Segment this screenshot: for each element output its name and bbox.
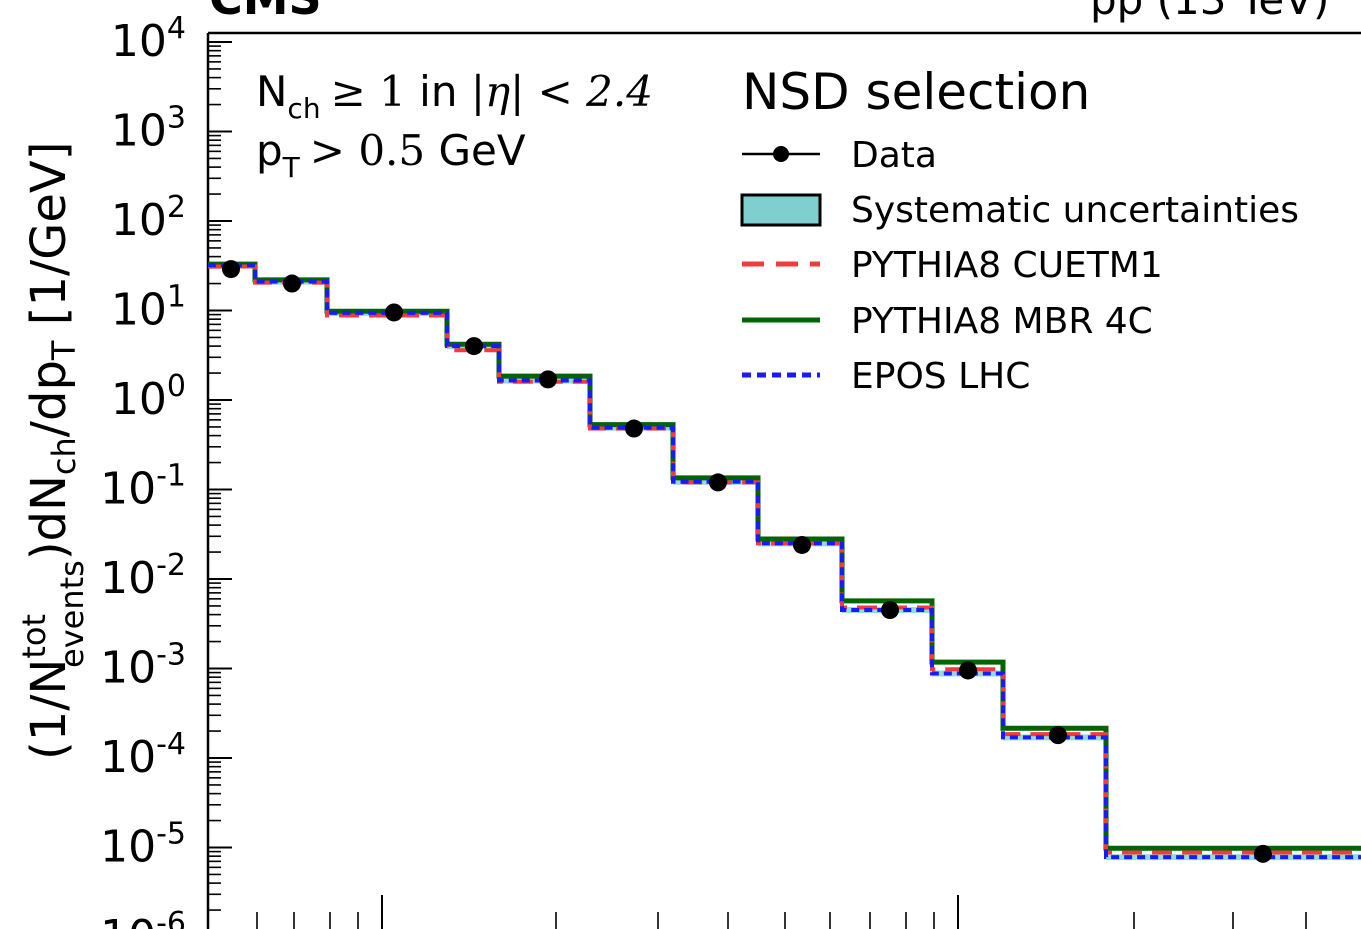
legend-label-data: Data [851,135,937,176]
y-tick-base: 10 [100,643,156,694]
y-tick-base: 10 [100,732,156,783]
data-point [793,535,811,554]
legend-label-mbr4c: PYTHIA8 MBR 4C [851,301,1153,342]
plot-area [208,260,1361,863]
y-tick-exp: 4 [167,11,186,46]
data-point [385,303,403,322]
svg-text:Nch≥ 1 in |η| < 2.4: Nch ≥ 1 in |η| < 2.4 [256,67,653,125]
axes [206,31,1361,929]
series-epos-lhc [208,263,1361,860]
y-tick-exp: -4 [156,727,186,762]
y-tick-base: 10 [111,374,167,425]
data-point [283,274,301,293]
y-tick-exp: -3 [156,638,186,673]
data-point [709,473,727,492]
series-pythia8-mbr-4c [208,261,1361,851]
y-tick-label: 100 [111,369,186,425]
data-point [881,601,899,620]
data-point [539,370,557,389]
data-point [959,661,977,680]
y-tick-base: 10 [111,106,167,157]
legend-entry-mbr4c: PYTHIA8 MBR 4C [742,301,1153,342]
y-tick-exp: -2 [156,548,186,583]
legend: NSD selection Data Systematic uncertaint… [740,63,1299,397]
y-tick-label: 10-6 [100,906,186,929]
svg-text:pT> 0.5 GeV: pT > 0.5 GeV [256,126,526,184]
legend-title: NSD selection [742,63,1090,121]
y-tick-label: 10-5 [100,817,186,873]
y-tick-exp: -5 [156,817,186,852]
data-point [1049,726,1067,745]
legend-data-marker [773,146,789,162]
legend-systematic-swatch [740,193,822,227]
y-tick-label: 101 [111,280,186,336]
y-tick-base: 10 [100,553,156,604]
y-tick-label: 10-3 [100,638,186,694]
y-tick-exp: -6 [156,906,186,929]
data-points [222,260,1272,863]
y-tick-label: 10-2 [100,548,186,604]
y-tick-base: 10 [111,16,167,67]
y-tick-base: 10 [100,464,156,515]
legend-entry-data: Data [742,135,937,176]
data-point [222,260,240,279]
legend-entry-systematic: Systematic uncertainties [740,190,1299,231]
series-pythia8-cuetm1 [208,264,1361,855]
data-point [465,337,483,356]
data-point [1254,844,1272,863]
y-tick-base: 10 [100,822,156,873]
legend-entry-epos: EPOS LHC [742,356,1030,397]
systematic-uncertainty-boxes [208,262,1361,861]
y-tick-exp: 1 [167,280,186,315]
y-tick-label: 102 [111,190,186,246]
y-tick-exp: -1 [156,459,186,494]
y-tick-label: 103 [111,101,186,157]
experiment-label: CMS [209,0,322,25]
y-ticks [208,41,232,911]
y-tick-base: 10 [100,911,156,929]
legend-entry-cuetm1: PYTHIA8 CUETM1 [742,245,1163,286]
y-tick-exp: 2 [167,190,186,225]
y-axis-label: (1/Ntotevents)dNch/dpT [1/GeV] [15,142,91,760]
svg-text:(1/Ntotevents)dNch/dpT [1/GeV]: (1/Ntotevents)dNch/dpT [1/GeV] [15,142,91,760]
y-tick-exp: 3 [167,101,186,136]
legend-label-epos: EPOS LHC [851,356,1030,397]
legend-label-systematic: Systematic uncertainties [851,190,1299,231]
y-tick-base: 10 [111,195,167,246]
y-tick-label: 10-1 [100,459,186,515]
y-tick-label: 104 [111,11,186,67]
data-point [625,419,643,438]
x-ticks [256,895,1307,929]
y-tick-label: 10-4 [100,727,186,783]
y-tick-exp: 0 [167,369,186,404]
collision-label: pp (13 TeV) [1090,0,1329,24]
legend-label-cuetm1: PYTHIA8 CUETM1 [851,245,1163,286]
y-tick-base: 10 [111,285,167,336]
selection-annotation: Nch ≥ 1 in |η| < 2.4 pT > 0.5 GeV [256,67,653,184]
